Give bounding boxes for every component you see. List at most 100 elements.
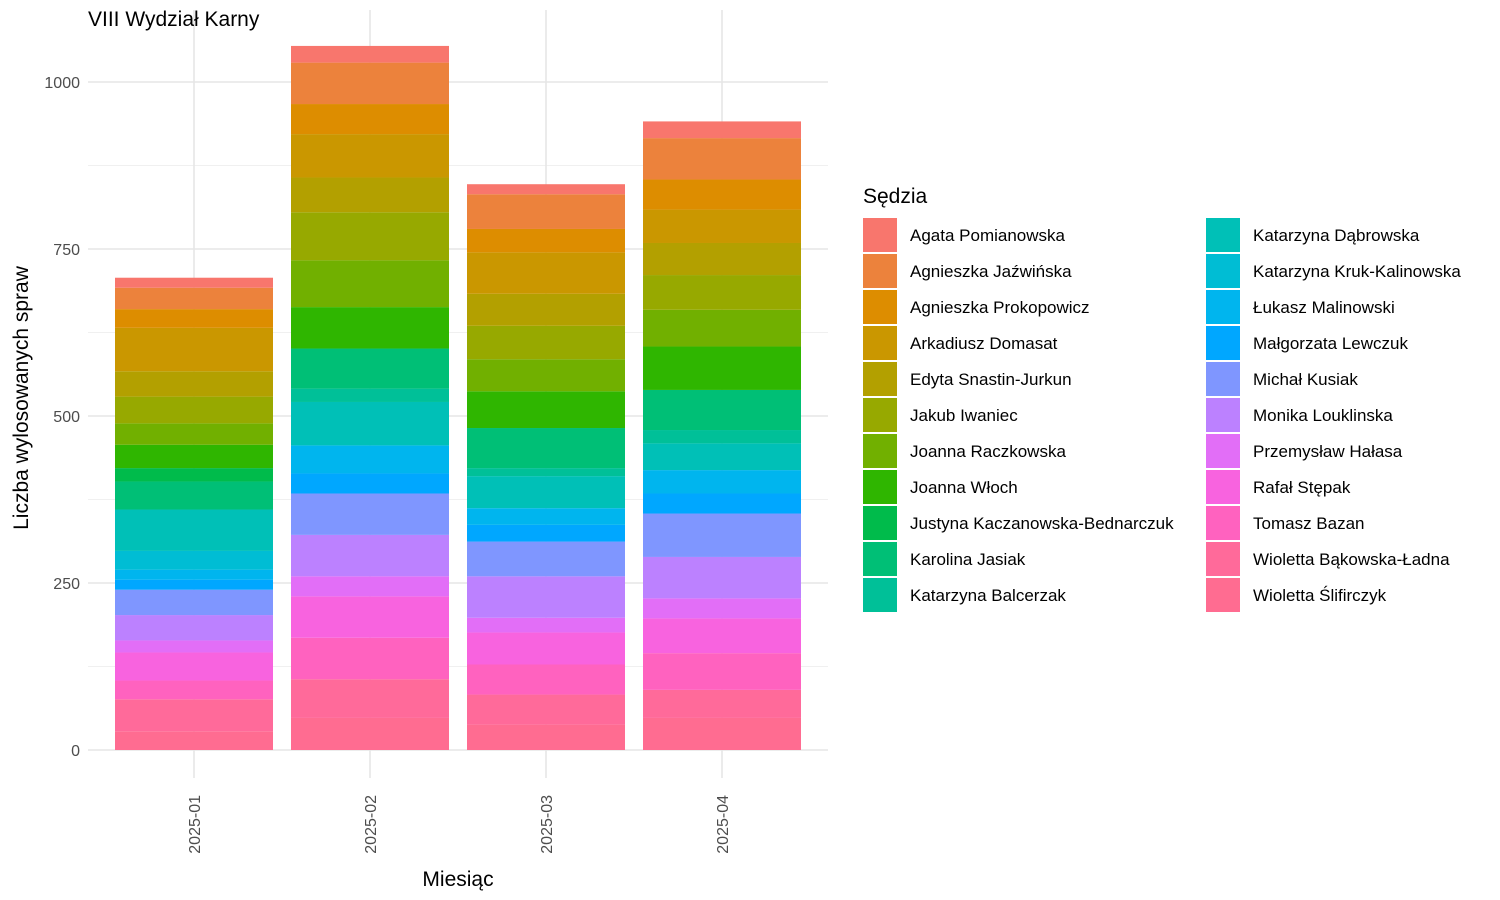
bar-segment-2025-04-21: [643, 717, 801, 750]
legend-swatch-6: [863, 434, 897, 468]
x-tick-label-2025-04: 2025-04: [715, 795, 732, 854]
bar-segment-2025-02-19: [291, 637, 449, 680]
legend-label-12: Katarzyna Kruk-Kalinowska: [1253, 262, 1461, 281]
bar-segment-2025-03-16: [467, 576, 625, 618]
legend-label-7: Joanna Włoch: [910, 478, 1018, 497]
bar-segment-2025-01-13: [115, 569, 273, 580]
legend-label-1: Agnieszka Jaźwińska: [910, 262, 1072, 281]
legend: Sędzia Agata Pomianowska Agnieszka Jaźwiń…: [863, 185, 1461, 612]
bar-segment-2025-03-0: [467, 184, 625, 195]
legend-label-18: Rafał Stępak: [1253, 478, 1351, 497]
legend-swatch-0: [863, 218, 897, 252]
bar-segment-2025-01-19: [115, 680, 273, 700]
legend-label-21: Wioletta Ślifirczyk: [1253, 586, 1387, 605]
legend-swatch-5: [863, 398, 897, 432]
bar-segment-2025-03-21: [467, 724, 625, 750]
legend-title: Sędzia: [863, 185, 928, 208]
bars: [115, 45, 801, 750]
bar-segment-2025-01-17: [115, 640, 273, 653]
x-axis-title: Miesiąc: [422, 868, 493, 891]
legend-swatch-21: [1206, 578, 1240, 612]
bar-segment-2025-03-7: [467, 391, 625, 429]
bar-segment-2025-04-19: [643, 653, 801, 690]
legend-swatch-16: [1206, 398, 1240, 432]
bar-segment-2025-03-17: [467, 617, 625, 633]
legend-label-6: Joanna Raczkowska: [910, 442, 1066, 461]
bar-segment-2025-01-20: [115, 699, 273, 732]
chart-title: VIII Wydział Karny: [88, 8, 260, 31]
bar-segment-2025-01-12: [115, 550, 273, 570]
bar-segment-2025-01-2: [115, 309, 273, 328]
legend-swatch-8: [863, 506, 897, 540]
bar-segment-2025-01-0: [115, 277, 273, 288]
bar-segment-2025-01-1: [115, 287, 273, 310]
legend-swatch-4: [863, 362, 897, 396]
legend-label-0: Agata Pomianowska: [910, 226, 1066, 245]
bar-segment-2025-02-9: [291, 348, 449, 389]
legend-swatch-17: [1206, 434, 1240, 468]
bar-segment-2025-04-9: [643, 389, 801, 431]
bar-segment-2025-03-13: [467, 508, 625, 525]
legend-label-3: Arkadiusz Domasat: [910, 334, 1058, 353]
legend-swatch-2: [863, 290, 897, 324]
bar-segment-2025-01-7: [115, 444, 273, 469]
legend-swatch-10: [863, 578, 897, 612]
bar-segment-2025-01-6: [115, 423, 273, 445]
bar-segment-2025-04-14: [643, 493, 801, 514]
bar-segment-2025-04-4: [643, 242, 801, 276]
legend-swatch-11: [1206, 218, 1240, 252]
bar-segment-2025-03-14: [467, 524, 625, 542]
legend-swatch-19: [1206, 506, 1240, 540]
bar-segment-2025-02-10: [291, 388, 449, 402]
bar-segment-2025-03-3: [467, 252, 625, 294]
bar-segment-2025-03-2: [467, 228, 625, 253]
bar-segment-2025-02-3: [291, 134, 449, 178]
x-tick-label-2025-02: 2025-02: [363, 795, 380, 854]
legend-swatch-7: [863, 470, 897, 504]
bar-segment-2025-01-4: [115, 371, 273, 397]
bar-segment-2025-01-8: [115, 468, 273, 482]
y-tick-label-2: 500: [53, 409, 80, 426]
x-tick-label-2025-03: 2025-03: [539, 795, 556, 854]
bar-segment-2025-02-16: [291, 534, 449, 577]
bar-segment-2025-03-11: [467, 476, 625, 509]
bar-segment-2025-02-1: [291, 62, 449, 105]
bar-segment-2025-02-6: [291, 260, 449, 308]
bar-segment-2025-02-11: [291, 401, 449, 446]
bar-segment-2025-03-20: [467, 694, 625, 725]
legend-swatch-13: [1206, 290, 1240, 324]
y-axis-title: Liczba wylosowanych spraw: [10, 265, 33, 530]
legend-swatch-14: [1206, 326, 1240, 360]
legend-label-8: Justyna Kaczanowska-Bednarczuk: [910, 514, 1174, 533]
bar-segment-2025-02-4: [291, 177, 449, 213]
bar-segment-2025-01-16: [115, 615, 273, 641]
legend-label-20: Wioletta Bąkowska-Ładna: [1253, 550, 1450, 569]
legend-label-11: Katarzyna Dąbrowska: [1253, 226, 1420, 245]
legend-swatch-9: [863, 542, 897, 576]
bar-segment-2025-02-14: [291, 473, 449, 494]
legend-label-13: Łukasz Malinowski: [1253, 298, 1395, 317]
bar-segment-2025-04-3: [643, 209, 801, 243]
bar-segment-2025-03-1: [467, 194, 625, 229]
legend-swatch-20: [1206, 542, 1240, 576]
y-tick-label-1: 250: [53, 576, 80, 593]
legend-label-4: Edyta Snastin-Jurkun: [910, 370, 1072, 389]
bar-segment-2025-03-18: [467, 632, 625, 665]
bar-segment-2025-04-1: [643, 138, 801, 180]
bar-segment-2025-02-18: [291, 596, 449, 638]
bar-segment-2025-04-15: [643, 513, 801, 557]
bar-segment-2025-04-6: [643, 309, 801, 347]
bar-segment-2025-01-5: [115, 396, 273, 424]
bar-segment-2025-02-7: [291, 307, 449, 349]
bar-segment-2025-01-15: [115, 589, 273, 616]
bar-segment-2025-04-11: [643, 443, 801, 471]
bar-segment-2025-04-0: [643, 121, 801, 139]
bar-segment-2025-03-9: [467, 428, 625, 469]
legend-swatch-18: [1206, 470, 1240, 504]
legend-swatch-1: [863, 254, 897, 288]
legend-swatch-15: [1206, 362, 1240, 396]
bar-segment-2025-04-13: [643, 470, 801, 494]
x-tick-labels: 2025-01 2025-02 2025-03 2025-04: [187, 795, 732, 854]
legend-label-5: Jakub Iwaniec: [910, 406, 1018, 425]
legend-label-15: Michał Kusiak: [1253, 370, 1358, 389]
